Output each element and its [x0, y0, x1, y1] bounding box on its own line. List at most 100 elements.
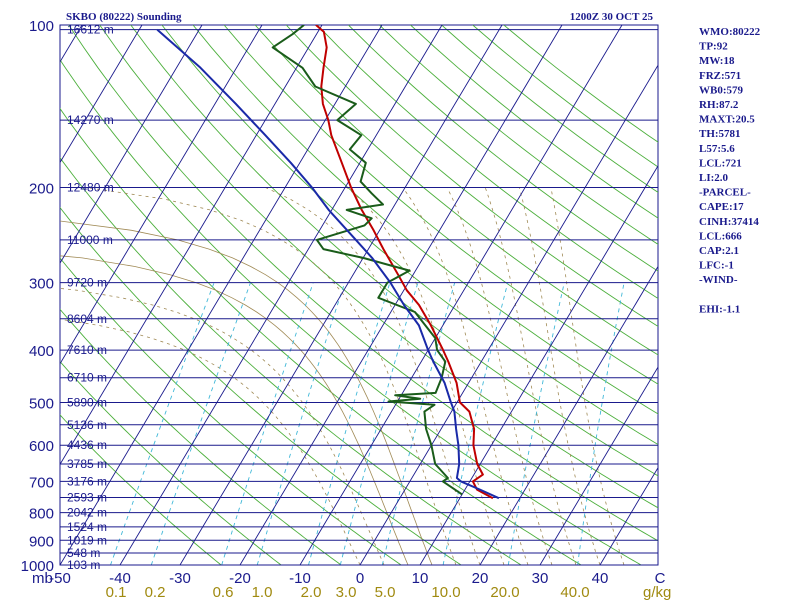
moist-adiabat-line [265, 187, 481, 565]
moist-adiabat-line [484, 187, 577, 565]
mixing-ratio-tick-label: 10.0 [431, 584, 460, 600]
temperature-tick-label: -30 [169, 570, 191, 587]
stat-line: EHI:-1.1 [699, 303, 740, 315]
moist-adiabat-line [446, 187, 553, 565]
height-label: 11000 m [67, 233, 113, 247]
temperature-tick-label: -20 [229, 570, 251, 587]
isotherm-line [359, 64, 658, 565]
height-label: 4436 m [67, 438, 107, 452]
height-label: 14270 m [67, 113, 114, 127]
height-label: 548 m [67, 546, 100, 560]
isotherm-line [60, 25, 203, 265]
mixing-ratio-line [442, 282, 509, 565]
temperature-tick-label: -40 [109, 570, 131, 587]
pressure-tick-label: 300 [29, 276, 54, 293]
height-label: 3785 m [67, 457, 107, 471]
mixing-ratio-tick-label: 0.6 [213, 584, 234, 600]
mixing-ratio-unit-label: g/kg [643, 584, 671, 600]
stat-line: RH:87.2 [699, 99, 739, 111]
isotherm-line [299, 25, 623, 565]
stat-line: LCL:721 [699, 157, 742, 169]
pressure-tick-label: 800 [29, 506, 54, 523]
isotherm-line [539, 366, 658, 565]
height-label: 1019 m [67, 533, 107, 547]
stat-line: FRZ:571 [699, 70, 741, 82]
pressure-tick-label: 400 [29, 343, 54, 360]
mixing-ratio-line [381, 282, 456, 565]
mixing-ratio-tick-label: 2.0 [301, 584, 322, 600]
moist-adiabat-line [519, 187, 601, 565]
moist-adiabat-line [402, 187, 529, 565]
height-label: 1524 m [67, 520, 107, 534]
stat-line: LFC:-1 [699, 260, 734, 272]
plot-area [59, 24, 659, 566]
stat-line: WMO:80222 [699, 26, 761, 38]
height-label: 3176 m [67, 474, 107, 488]
temperature-tick-label: -10 [289, 570, 311, 587]
stat-line: LI:2.0 [699, 172, 729, 184]
pressure-tick-label: 100 [29, 18, 54, 35]
height-label: 6710 m [67, 371, 107, 385]
isotherm-line [479, 265, 658, 565]
pressure-tick-label: 900 [29, 533, 54, 550]
isotherm-line [119, 25, 443, 565]
height-label: 12480 m [67, 181, 114, 195]
stat-line: CAP:2.1 [699, 245, 739, 257]
height-label: 103 m [67, 558, 100, 572]
parcel-profile-line [156, 28, 500, 500]
temperature-profile-line [315, 25, 494, 500]
height-label: 8604 m [67, 312, 107, 326]
sounding-stats-panel: WMO:80222 TP:92 MW:18 FRZ:571 WB0:579 RH:87.2… [699, 26, 761, 315]
stat-line: CINH:37414 [699, 216, 759, 228]
mixing-ratio-tick-label: 1.0 [252, 584, 273, 600]
temperature-tick-label: C [655, 570, 666, 587]
temperature-tick-label: 30 [532, 570, 549, 587]
stat-line: TH:5781 [699, 128, 741, 140]
height-label: 2593 m [67, 491, 107, 505]
stat-line: MW:18 [699, 55, 735, 67]
isotherm-line [419, 164, 658, 565]
mixing-ratio-tick-label: 40.0 [560, 584, 589, 600]
stat-line: -WIND- [699, 274, 738, 286]
stat-line: TP:92 [699, 41, 728, 53]
chart-title: SKBO (80222) Sounding [66, 11, 182, 23]
pressure-tick-label: 200 [29, 181, 54, 198]
height-label: 5136 m [67, 418, 107, 432]
pressure-unit-label: mb [32, 570, 53, 587]
isotherm-line [60, 25, 143, 164]
temperature-tick-label: 20 [472, 570, 489, 587]
stat-line: WB0:579 [699, 84, 744, 96]
temperature-tick-label: 40 [592, 570, 609, 587]
height-label: 16612 m [67, 23, 114, 37]
dewpoint-profile-line [271, 25, 463, 496]
height-label: 5890 m [67, 395, 107, 409]
stat-line: CAPE:17 [699, 201, 744, 213]
pressure-tick-label: 500 [29, 395, 54, 412]
height-label: 7610 m [67, 343, 107, 357]
stat-line: -PARCEL- [699, 187, 751, 199]
pressure-tick-label: 700 [29, 474, 54, 491]
mixing-ratio-tick-label: 20.0 [490, 584, 519, 600]
isotherm-line [599, 466, 658, 565]
isotherm-line [60, 25, 323, 466]
moist-adiabat-line [60, 318, 361, 565]
mixing-ratio-tick-label: 5.0 [375, 584, 396, 600]
isotherm-line [60, 25, 383, 565]
pressure-tick-label: 1000 [21, 558, 54, 575]
chart-valid-time: 1200Z 30 OCT 25 [570, 11, 654, 23]
mixing-ratio-line [507, 282, 565, 565]
temperature-tick-label: 0 [356, 570, 364, 587]
isotherm-line [60, 25, 263, 365]
temperature-tick-label: 10 [412, 570, 429, 587]
isotherm-line [179, 25, 503, 565]
height-label: 2042 m [67, 506, 107, 520]
height-label: 9720 m [67, 276, 107, 290]
stat-line: MAXT:20.5 [699, 114, 755, 126]
mixing-ratio-tick-label: 0.1 [106, 584, 127, 600]
moist-adiabat-line [346, 187, 505, 565]
mixing-ratio-tick-label: 0.2 [145, 584, 166, 600]
temperature-tick-label: -50 [49, 570, 71, 587]
stat-line: L57:5.6 [699, 143, 735, 155]
stat-line: LCL:666 [699, 230, 742, 242]
